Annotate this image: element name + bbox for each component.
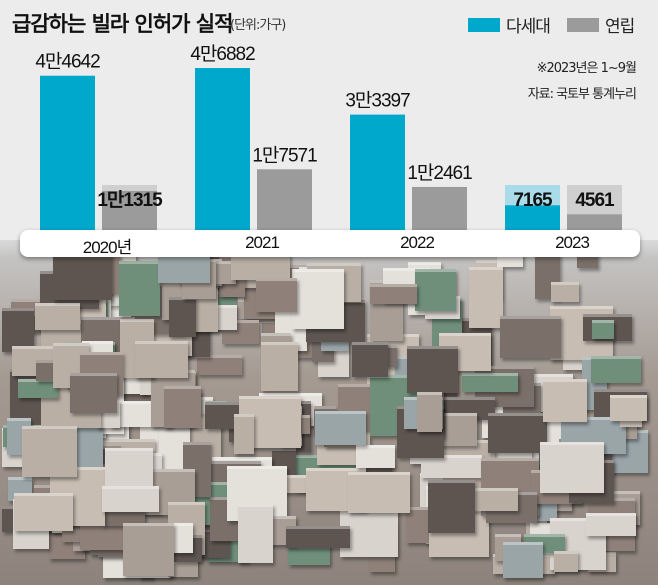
- data-label: 1만1315: [97, 189, 163, 211]
- building-shape: [164, 386, 202, 429]
- building-shape: [197, 355, 243, 375]
- legend-swatch: [468, 17, 500, 32]
- data-label: 7165: [513, 190, 553, 211]
- building-shape: [369, 284, 417, 304]
- bar-label-box: [505, 185, 560, 206]
- building-shape: [421, 454, 483, 479]
- bar-row-house: [102, 190, 157, 230]
- building-shape: [462, 372, 518, 392]
- building-shape: [414, 268, 456, 311]
- building-shape: [261, 341, 299, 392]
- x-tick-label: 2021: [245, 233, 280, 252]
- legend-item-multi-family: 다세대: [468, 12, 551, 37]
- building-shape: [21, 425, 78, 477]
- building-shape: [101, 486, 160, 513]
- x-tick-label: 2022: [400, 233, 435, 252]
- data-label: 1만2461: [407, 162, 472, 184]
- bar-label-box: [102, 185, 157, 191]
- building-shape: [406, 346, 458, 393]
- building-shape: [122, 522, 175, 576]
- building-shape: [291, 269, 344, 330]
- building-shape: [34, 303, 81, 330]
- building-shape: [539, 441, 604, 494]
- bar-multi-family: [195, 68, 250, 230]
- building-shape: [118, 261, 161, 317]
- bar-label-box: [567, 185, 622, 215]
- building-shape: [542, 379, 587, 422]
- unit-label: (단위:가구): [230, 18, 286, 33]
- data-label: 4만4642: [35, 51, 100, 73]
- x-tick-label: 2023: [555, 233, 590, 252]
- building-shape: [487, 413, 547, 453]
- bar-row-house: [412, 186, 467, 230]
- building-shape: [591, 355, 642, 383]
- building-shape: [464, 488, 518, 511]
- legend-item-row-house: 연립: [567, 12, 635, 37]
- building-shape: [417, 391, 443, 432]
- x-tick-label: 2020년: [82, 238, 132, 257]
- building-shape: [554, 551, 579, 572]
- building-shape: [352, 341, 388, 378]
- bar-row-house: [257, 169, 312, 230]
- building-shape: [469, 266, 503, 328]
- building-shape: [592, 319, 614, 340]
- building-shape: [70, 372, 118, 414]
- building-shape: [315, 411, 366, 446]
- building-shape: [237, 503, 273, 564]
- note-source: 자료: 국토부 통계누리: [527, 87, 637, 102]
- building-shape: [502, 542, 544, 578]
- building-shape: [255, 278, 297, 313]
- building-shape: [585, 512, 636, 536]
- chart-title: 급감하는 빌라 인허가 실적: [12, 12, 233, 36]
- building-shape: [356, 444, 396, 468]
- legend-label: 연립: [605, 17, 635, 37]
- building-shape: [348, 472, 411, 514]
- data-label: 4만6882: [190, 43, 255, 65]
- bar-multi-family: [505, 205, 560, 230]
- legend-swatch: [567, 17, 599, 32]
- building-shape: [135, 341, 189, 378]
- building-shape: [234, 414, 255, 455]
- building-shape: [428, 480, 475, 533]
- building-shape: [13, 493, 74, 531]
- bar-multi-family: [40, 75, 95, 230]
- bar-chart: 4만4642 1만1315 4만6882 1만7571 3만3397 1만2461 7165…: [35, 43, 622, 230]
- building-shape: [2, 307, 35, 353]
- building-shape: [169, 296, 196, 338]
- building-shape: [551, 281, 580, 302]
- bar-row-house: [567, 214, 622, 230]
- legend-label: 다세대: [506, 17, 551, 37]
- building-shape: [279, 474, 313, 493]
- data-label: 1만7571: [252, 144, 317, 166]
- x-axis: 2020년 2021 2022 2023: [20, 230, 640, 257]
- building-shape: [286, 525, 350, 549]
- building-shape: [610, 395, 647, 421]
- bar-multi-family: [350, 114, 405, 230]
- note-period: ※2023년은 1~9월: [536, 61, 637, 76]
- data-label: 3만3397: [345, 90, 410, 112]
- building-shape: [500, 315, 562, 358]
- data-label: 4561: [575, 190, 615, 211]
- city-photo-background: [0, 240, 658, 585]
